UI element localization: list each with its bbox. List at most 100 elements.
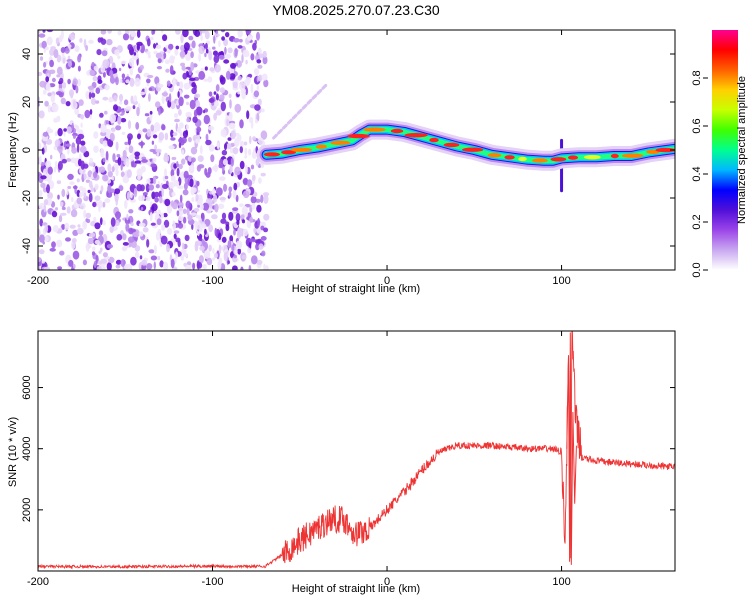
noise-blob xyxy=(148,161,152,167)
faint-streak xyxy=(272,83,328,140)
ridge-peak xyxy=(621,153,644,158)
noise-blob xyxy=(149,148,156,153)
noise-blob xyxy=(177,91,180,98)
colorbar-tick-label: 0.0 xyxy=(691,262,703,277)
noise-blob xyxy=(135,122,140,130)
noise-blob xyxy=(191,40,196,49)
noise-blob xyxy=(57,194,60,200)
noise-blob xyxy=(133,187,138,198)
noise-blob xyxy=(134,160,141,164)
noise-blob xyxy=(251,174,256,181)
noise-blob xyxy=(255,243,260,251)
noise-blob xyxy=(188,68,192,76)
noise-blob xyxy=(128,209,134,214)
noise-blob xyxy=(90,92,96,98)
noise-blob xyxy=(78,99,84,106)
noise-blob xyxy=(205,198,213,204)
noise-blob xyxy=(118,185,124,192)
x-tick-label: 100 xyxy=(552,576,570,588)
noise-blob xyxy=(181,242,185,250)
snr-panel: -200 -100 0 100 2000 4000 6000 Height of stra… xyxy=(7,330,676,595)
noise-blob xyxy=(123,246,126,252)
noise-blob xyxy=(257,47,262,56)
noise-blob xyxy=(196,260,200,270)
noise-blob xyxy=(95,100,100,104)
noise-blob xyxy=(190,61,195,71)
noise-blob xyxy=(90,98,97,105)
noise-blob xyxy=(122,33,130,41)
noise-blob xyxy=(120,171,125,178)
noise-blob xyxy=(213,112,218,121)
noise-blob xyxy=(111,166,115,173)
noise-blob xyxy=(105,150,109,161)
y-tick-label: 0 xyxy=(21,147,33,153)
noise-blob xyxy=(182,72,188,80)
noise-blob xyxy=(88,232,96,238)
noise-blob xyxy=(129,67,134,76)
noise-blob xyxy=(208,98,215,103)
noise-blob xyxy=(153,191,160,198)
ridge-peak xyxy=(518,156,527,162)
noise-blob xyxy=(219,87,225,94)
noise-blob xyxy=(263,213,270,221)
noise-blob xyxy=(252,136,257,141)
noise-blob xyxy=(168,181,175,189)
noise-blob xyxy=(243,141,248,146)
noise-blob xyxy=(213,91,217,95)
noise-blob xyxy=(199,203,204,211)
noise-blob xyxy=(62,82,67,89)
noise-blob xyxy=(189,178,194,188)
noise-blob xyxy=(95,87,101,94)
noise-blob xyxy=(141,159,148,163)
noise-blob xyxy=(233,229,236,236)
noise-blob xyxy=(84,109,91,119)
noise-blob xyxy=(253,90,260,98)
noise-blob xyxy=(51,241,56,249)
y-tick-label: 20 xyxy=(21,96,33,108)
noise-blob xyxy=(88,39,94,44)
noise-blob xyxy=(242,228,249,237)
noise-blob xyxy=(213,194,218,203)
noise-blob xyxy=(107,163,112,172)
noise-blob xyxy=(183,82,191,90)
noise-blob xyxy=(118,67,122,72)
noise-blob xyxy=(192,187,197,193)
noise-blob xyxy=(195,106,203,116)
noise-blob xyxy=(87,189,91,194)
noise-blob xyxy=(220,101,226,112)
noise-blob xyxy=(56,115,61,123)
noise-blob xyxy=(115,141,119,151)
noise-blob xyxy=(157,181,160,185)
noise-blob xyxy=(190,51,194,59)
noise-blob xyxy=(115,168,119,177)
noise-blob xyxy=(134,77,141,87)
noise-blob xyxy=(109,113,116,124)
noise-blob xyxy=(247,34,254,40)
noise-blob xyxy=(113,104,118,112)
noise-blob xyxy=(123,99,129,106)
noise-blob xyxy=(46,184,50,194)
colorbar-ticks: 0.0 0.2 0.4 0.6 0.8 xyxy=(691,70,708,278)
noise-blob xyxy=(85,44,88,52)
noise-blob xyxy=(69,181,75,186)
noise-blob xyxy=(234,103,242,113)
noise-blob xyxy=(38,155,42,165)
noise-blob xyxy=(169,65,174,74)
noise-blob xyxy=(117,156,122,166)
noise-blob xyxy=(115,76,119,86)
noise-blob xyxy=(220,218,227,224)
noise-blob xyxy=(66,188,69,196)
noise-blob xyxy=(102,252,108,258)
noise-blob xyxy=(71,147,78,154)
noise-blob xyxy=(38,234,45,243)
noise-blob xyxy=(217,203,225,210)
noise-blob xyxy=(186,101,189,106)
noise-blob xyxy=(120,162,123,171)
noise-blob xyxy=(38,110,45,119)
noise-blob xyxy=(253,68,260,76)
noise-blob xyxy=(158,132,165,141)
noise-blob xyxy=(97,260,103,265)
noise-blob xyxy=(50,46,56,50)
noise-blob xyxy=(67,60,73,68)
noise-blob xyxy=(122,233,127,241)
